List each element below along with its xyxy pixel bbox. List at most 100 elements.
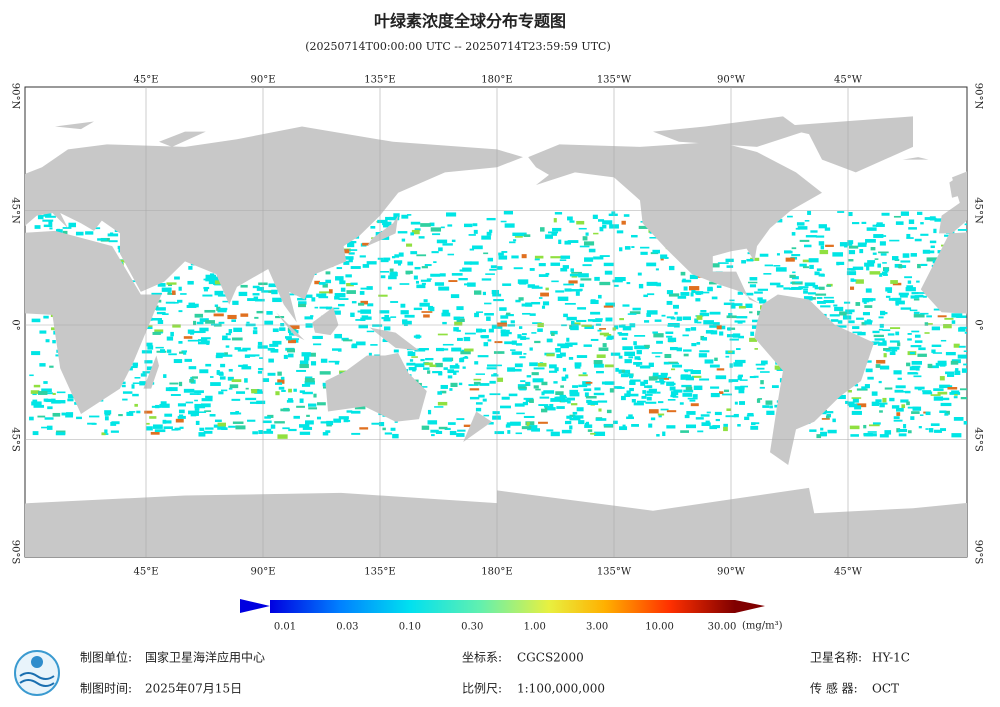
ocean-pixel bbox=[760, 371, 770, 373]
ocean-pixel bbox=[538, 297, 543, 299]
ocean-pixel bbox=[366, 286, 373, 290]
ocean-pixel bbox=[626, 282, 631, 285]
ocean-pixel bbox=[191, 376, 198, 379]
ocean-pixel bbox=[441, 312, 451, 317]
value: OCT bbox=[872, 682, 899, 696]
ocean-pixel bbox=[719, 391, 724, 395]
land bbox=[276, 312, 305, 341]
ocean-pixel bbox=[757, 288, 768, 291]
ocean-pixel bbox=[318, 282, 326, 285]
ocean-pixel bbox=[862, 298, 870, 303]
ocean-pixel bbox=[920, 222, 924, 225]
ocean-pixel bbox=[569, 273, 581, 277]
ocean-pixel bbox=[444, 427, 451, 431]
land bbox=[55, 121, 94, 130]
ocean-pixel bbox=[732, 333, 741, 338]
ocean-pixel bbox=[383, 257, 391, 261]
ocean-pixel bbox=[634, 345, 645, 350]
ocean-pixel bbox=[540, 292, 549, 297]
ocean-pixel bbox=[785, 257, 795, 262]
ocean-pixel bbox=[205, 395, 213, 399]
ocean-pixel bbox=[912, 406, 922, 411]
ocean-pixel bbox=[420, 358, 425, 362]
ocean-pixel bbox=[531, 428, 540, 432]
ocean-pixel bbox=[784, 250, 793, 254]
ocean-pixel bbox=[43, 213, 52, 217]
ocean-pixel bbox=[366, 330, 375, 333]
ocean-pixel bbox=[377, 257, 384, 260]
ocean-pixel bbox=[933, 396, 944, 401]
ocean-pixel bbox=[294, 339, 299, 343]
ocean-pixel bbox=[187, 329, 195, 334]
ocean-pixel bbox=[663, 361, 669, 365]
ocean-pixel bbox=[508, 393, 518, 397]
ocean-pixel bbox=[892, 282, 902, 286]
ocean-pixel bbox=[486, 217, 496, 221]
ocean-pixel bbox=[593, 360, 603, 365]
ocean-pixel bbox=[581, 324, 592, 327]
ocean-pixel bbox=[529, 268, 535, 271]
ocean-pixel bbox=[278, 386, 285, 390]
ocean-pixel bbox=[236, 391, 246, 394]
ocean-pixel bbox=[277, 379, 285, 384]
ocean-pixel bbox=[695, 417, 704, 420]
ocean-pixel bbox=[703, 320, 714, 325]
ocean-pixel bbox=[498, 252, 504, 256]
ocean-pixel bbox=[660, 254, 668, 259]
ocean-pixel bbox=[854, 383, 859, 387]
ocean-pixel bbox=[165, 301, 176, 304]
ocean-pixel bbox=[517, 334, 522, 339]
ocean-pixel bbox=[351, 410, 361, 414]
ocean-pixel bbox=[896, 412, 901, 416]
ocean-pixel bbox=[670, 391, 679, 396]
ocean-pixel bbox=[804, 282, 816, 287]
ocean-pixel bbox=[107, 413, 111, 416]
ocean-pixel bbox=[646, 313, 651, 317]
ocean-pixel bbox=[132, 393, 139, 397]
ocean-pixel bbox=[146, 342, 153, 347]
ocean-pixel bbox=[437, 333, 448, 336]
ocean-pixel bbox=[598, 408, 602, 412]
ocean-pixel bbox=[551, 231, 557, 236]
ocean-pixel bbox=[900, 211, 909, 216]
ocean-pixel bbox=[670, 368, 676, 371]
land bbox=[463, 411, 492, 443]
ocean-pixel bbox=[751, 325, 760, 329]
ocean-pixel bbox=[443, 367, 448, 370]
ocean-pixel bbox=[210, 382, 221, 386]
ocean-pixel bbox=[489, 380, 496, 384]
ocean-pixel bbox=[267, 372, 276, 376]
ocean-pixel bbox=[670, 317, 676, 320]
ocean-pixel bbox=[878, 402, 888, 405]
ocean-pixel bbox=[455, 363, 459, 367]
ocean-pixel bbox=[673, 389, 683, 393]
ocean-pixel bbox=[611, 211, 616, 216]
ocean-pixel bbox=[769, 405, 773, 409]
ocean-pixel bbox=[313, 343, 322, 346]
ocean-pixel bbox=[849, 425, 860, 430]
ocean-pixel bbox=[430, 227, 442, 232]
ocean-pixel bbox=[631, 424, 639, 427]
land bbox=[775, 116, 913, 173]
ocean-pixel bbox=[832, 418, 836, 423]
ocean-pixel bbox=[903, 390, 909, 393]
ocean-pixel bbox=[682, 278, 686, 281]
ocean-pixel bbox=[686, 411, 696, 415]
ocean-pixel bbox=[434, 406, 444, 408]
ocean-pixel bbox=[398, 252, 404, 257]
ocean-pixel bbox=[523, 415, 535, 419]
ocean-pixel bbox=[513, 267, 523, 270]
ocean-pixel bbox=[685, 424, 697, 429]
ocean-pixel bbox=[791, 232, 796, 236]
ocean-pixel bbox=[178, 310, 183, 313]
ocean-pixel bbox=[706, 411, 711, 414]
ocean-pixel bbox=[911, 360, 923, 365]
ocean-pixel bbox=[401, 214, 409, 219]
ocean-pixel bbox=[775, 267, 787, 272]
ocean-pixel bbox=[809, 429, 817, 432]
ocean-pixel bbox=[650, 417, 656, 421]
ocean-pixel bbox=[596, 354, 606, 358]
ocean-pixel bbox=[198, 432, 206, 437]
ocean-pixel bbox=[297, 297, 307, 301]
